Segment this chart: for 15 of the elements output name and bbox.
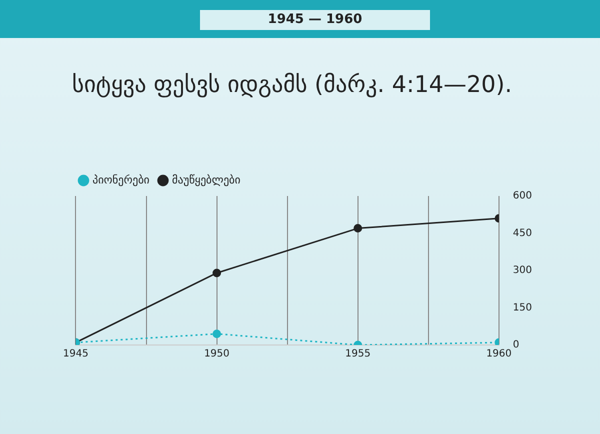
x-tick-label: 1950: [204, 348, 230, 360]
point: [354, 224, 362, 233]
y-tick-label: 600: [512, 190, 532, 202]
point: [212, 268, 222, 278]
x-tick-label: 1955: [345, 348, 371, 360]
y-tick-label: 450: [512, 228, 532, 239]
x-tick-label: 1945: [63, 348, 88, 360]
legend-label: მაუწყებლები: [172, 173, 241, 186]
x-tick-label: 1960: [486, 348, 512, 360]
y-tick-label: 300: [512, 265, 532, 276]
chart-subtitle: 1945 — 1960: [200, 10, 430, 30]
y-tick-label: 150: [512, 302, 532, 314]
legend-label: პიონერები: [92, 173, 150, 186]
chart-title: სიტყვა ფესვს იდგამს (მარკ. 4:14—20).: [72, 72, 512, 98]
y-tick-label: 0: [512, 340, 520, 351]
